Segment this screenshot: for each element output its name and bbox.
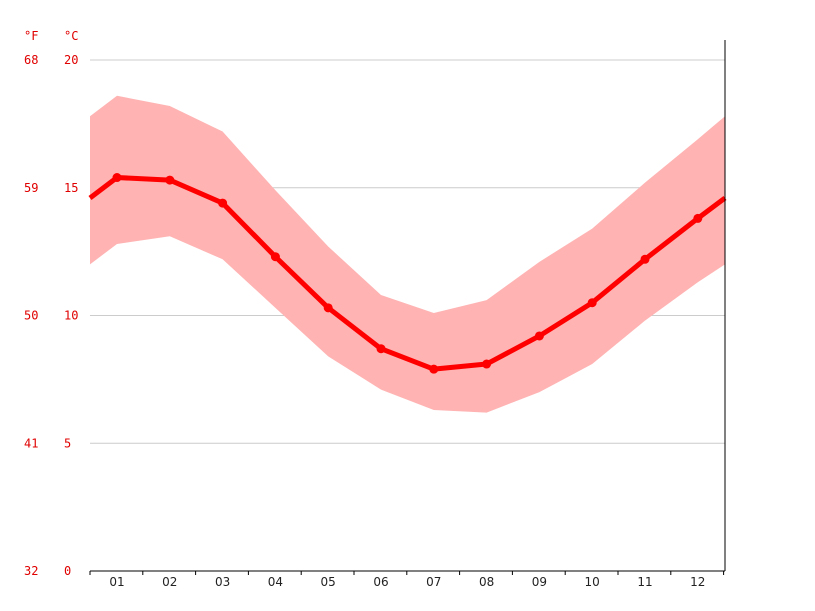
y-tick-label-fahrenheit: 32: [24, 564, 38, 578]
x-tick-label: 06: [373, 575, 388, 589]
data-point-08: [482, 359, 492, 369]
fahrenheit-unit-label: °F: [24, 29, 38, 43]
x-tick-label: 01: [109, 575, 124, 589]
data-point-10: [587, 298, 597, 308]
x-tick-label: 12: [690, 575, 705, 589]
temperature-range-band: [90, 95, 725, 413]
y-tick-label-fahrenheit: 59: [24, 181, 38, 195]
y-tick-label-fahrenheit: 50: [24, 309, 38, 323]
tick-labels: 01 02 03 04 05 06 07 08 09 10 11 12 32 0 41 5 50 10 59 15 68…: [24, 53, 705, 589]
data-point-02: [165, 175, 175, 185]
data-point-05: [323, 303, 333, 313]
data-points: [112, 173, 703, 374]
x-tick-label: 03: [215, 575, 230, 589]
y-tick-label-celsius: 10: [64, 309, 78, 323]
axes: [89, 40, 726, 575]
data-point-06: [376, 344, 386, 354]
x-tick-label: 10: [585, 575, 600, 589]
data-point-07: [429, 364, 439, 374]
x-tick-label: 04: [268, 575, 283, 589]
average-temperature-line: [88, 175, 727, 372]
data-point-04: [270, 252, 280, 262]
x-tick-label: 07: [426, 575, 441, 589]
y-tick-label-celsius: 15: [64, 181, 78, 195]
y-tick-label-celsius: 5: [64, 436, 71, 450]
x-tick-label: 02: [162, 575, 177, 589]
y-tick-label-fahrenheit: 41: [24, 436, 38, 450]
y-tick-label-celsius: 20: [64, 53, 78, 67]
celsius-unit-label: °C: [64, 29, 78, 43]
y-tick-label-fahrenheit: 68: [24, 53, 38, 67]
x-tick-label: 05: [321, 575, 336, 589]
x-tick-label: 09: [532, 575, 547, 589]
data-point-09: [534, 331, 544, 341]
data-point-03: [218, 198, 228, 208]
data-point-12: [693, 213, 703, 223]
data-point-11: [640, 254, 650, 264]
x-tick-label: 08: [479, 575, 494, 589]
y-tick-label-celsius: 0: [64, 564, 71, 578]
data-point-01: [112, 173, 122, 183]
x-tick-label: 11: [637, 575, 652, 589]
